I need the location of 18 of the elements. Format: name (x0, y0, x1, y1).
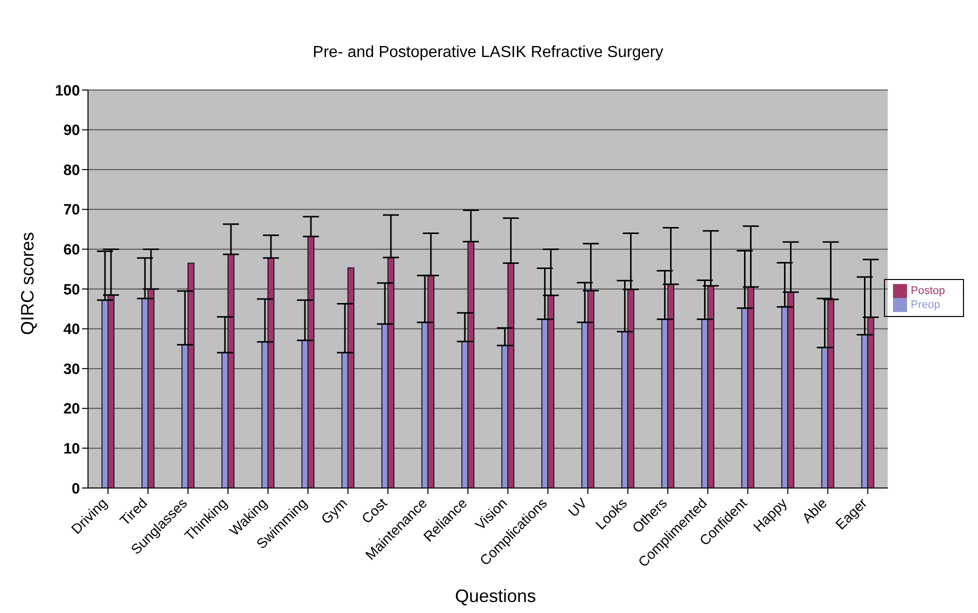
y-tick-label: 10 (63, 440, 80, 458)
y-axis-title: QIRC scores (18, 230, 38, 338)
y-tick-label: 20 (63, 400, 80, 418)
x-axis-title: Questions (454, 586, 538, 607)
y-tick-label: 40 (63, 321, 80, 338)
legend-label: Preop (910, 298, 940, 311)
legend-label: Postop (910, 284, 945, 297)
y-tick-label: 0 (72, 480, 80, 498)
y-tick-label: 80 (63, 162, 80, 179)
x-tick-label: UV (564, 494, 590, 520)
y-tick-label: 70 (63, 202, 80, 219)
x-tick-label: Gym (318, 494, 350, 528)
y-tick-label: 60 (63, 242, 80, 259)
y-tick-label: 30 (63, 360, 80, 378)
y-tick-label: 50 (63, 281, 80, 298)
y-tick-label: 100 (54, 82, 80, 100)
chart-title: Pre- and Postoperative LASIK Refractive Surgery (312, 44, 664, 62)
y-tick-label: 90 (63, 122, 80, 140)
